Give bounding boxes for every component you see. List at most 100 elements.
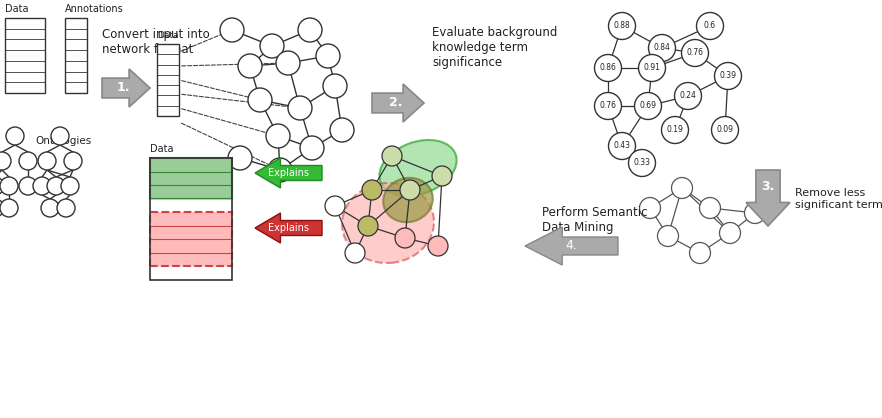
Circle shape	[714, 63, 742, 89]
Text: 0.84: 0.84	[654, 43, 670, 53]
Circle shape	[662, 117, 689, 143]
Text: 0.76: 0.76	[600, 102, 617, 110]
Circle shape	[675, 82, 701, 110]
Bar	[5, 18, 45, 93]
Circle shape	[609, 133, 636, 160]
Circle shape	[323, 74, 347, 98]
Circle shape	[629, 150, 655, 176]
Circle shape	[720, 222, 741, 244]
Bar	[150, 158, 232, 199]
Bar	[150, 158, 232, 280]
Circle shape	[238, 54, 262, 78]
Circle shape	[400, 180, 420, 200]
Text: Perform Semantic
Data Mining: Perform Semantic Data Mining	[542, 206, 647, 234]
Text: 0.6: 0.6	[704, 21, 716, 31]
Text: 0.69: 0.69	[639, 102, 656, 110]
Circle shape	[325, 196, 345, 216]
Circle shape	[345, 243, 365, 263]
Text: Evaluate background
knowledge term
significance: Evaluate background knowledge term signi…	[432, 26, 557, 69]
Circle shape	[634, 92, 662, 120]
Circle shape	[316, 44, 340, 68]
Circle shape	[260, 34, 284, 58]
Circle shape	[47, 177, 65, 195]
Circle shape	[276, 51, 300, 75]
Circle shape	[362, 180, 382, 200]
Text: 0.91: 0.91	[644, 64, 661, 72]
Circle shape	[671, 178, 692, 199]
Text: Explains: Explains	[268, 223, 309, 233]
Polygon shape	[525, 227, 618, 265]
Text: 0.33: 0.33	[633, 158, 651, 168]
Bar	[150, 212, 232, 266]
Circle shape	[744, 202, 766, 224]
Circle shape	[298, 18, 322, 42]
Text: Convert input into
network format: Convert input into network format	[102, 28, 210, 56]
Circle shape	[41, 199, 59, 217]
Text: 0.88: 0.88	[614, 21, 631, 31]
Circle shape	[432, 166, 452, 186]
Text: Remove less
significant terms: Remove less significant terms	[795, 188, 882, 209]
Circle shape	[64, 152, 82, 170]
Circle shape	[358, 216, 378, 236]
Polygon shape	[102, 69, 150, 107]
Circle shape	[51, 127, 69, 145]
Circle shape	[690, 242, 711, 263]
Text: 0.09: 0.09	[716, 125, 734, 135]
Bar	[65, 18, 87, 93]
Text: Data: Data	[150, 144, 174, 154]
Text: Data: Data	[5, 4, 28, 14]
Text: Explains: Explains	[268, 168, 309, 178]
Circle shape	[288, 96, 312, 120]
Circle shape	[594, 54, 622, 82]
Circle shape	[220, 18, 244, 42]
Circle shape	[0, 177, 18, 195]
Circle shape	[57, 199, 75, 217]
Circle shape	[19, 152, 37, 170]
Text: 4.: 4.	[565, 240, 578, 252]
Circle shape	[6, 127, 24, 145]
Text: 0.86: 0.86	[600, 64, 617, 72]
Circle shape	[395, 228, 415, 248]
Circle shape	[699, 197, 721, 219]
Circle shape	[428, 236, 448, 256]
Circle shape	[639, 54, 666, 82]
Circle shape	[19, 177, 37, 195]
Text: Annotations: Annotations	[65, 4, 123, 14]
Polygon shape	[255, 158, 322, 188]
Text: 0.19: 0.19	[667, 125, 684, 135]
Circle shape	[266, 124, 290, 148]
Circle shape	[300, 136, 324, 160]
Text: 0.24: 0.24	[679, 92, 697, 100]
Circle shape	[0, 152, 11, 170]
Circle shape	[33, 177, 51, 195]
Circle shape	[382, 146, 402, 166]
Circle shape	[639, 197, 661, 219]
Polygon shape	[372, 84, 424, 122]
Circle shape	[657, 225, 678, 247]
Text: Data: Data	[157, 31, 178, 40]
Text: 0.39: 0.39	[720, 71, 736, 81]
Circle shape	[594, 92, 622, 120]
Text: 1.: 1.	[116, 82, 131, 94]
Text: 0.43: 0.43	[614, 142, 631, 150]
Circle shape	[268, 158, 292, 182]
Circle shape	[648, 35, 676, 61]
Text: Ontologies: Ontologies	[35, 136, 91, 146]
Circle shape	[228, 146, 252, 170]
Circle shape	[38, 152, 56, 170]
Ellipse shape	[379, 140, 457, 196]
Text: 2.: 2.	[389, 97, 402, 110]
Circle shape	[330, 118, 354, 142]
Bar	[150, 199, 232, 212]
Ellipse shape	[342, 183, 434, 263]
Text: 3.: 3.	[761, 180, 774, 193]
Circle shape	[609, 13, 636, 39]
Circle shape	[0, 199, 4, 217]
Ellipse shape	[383, 178, 433, 222]
Text: 0.76: 0.76	[686, 48, 704, 58]
Polygon shape	[746, 170, 790, 226]
Circle shape	[697, 13, 723, 39]
Circle shape	[0, 199, 18, 217]
Circle shape	[61, 177, 79, 195]
Bar	[157, 44, 179, 116]
